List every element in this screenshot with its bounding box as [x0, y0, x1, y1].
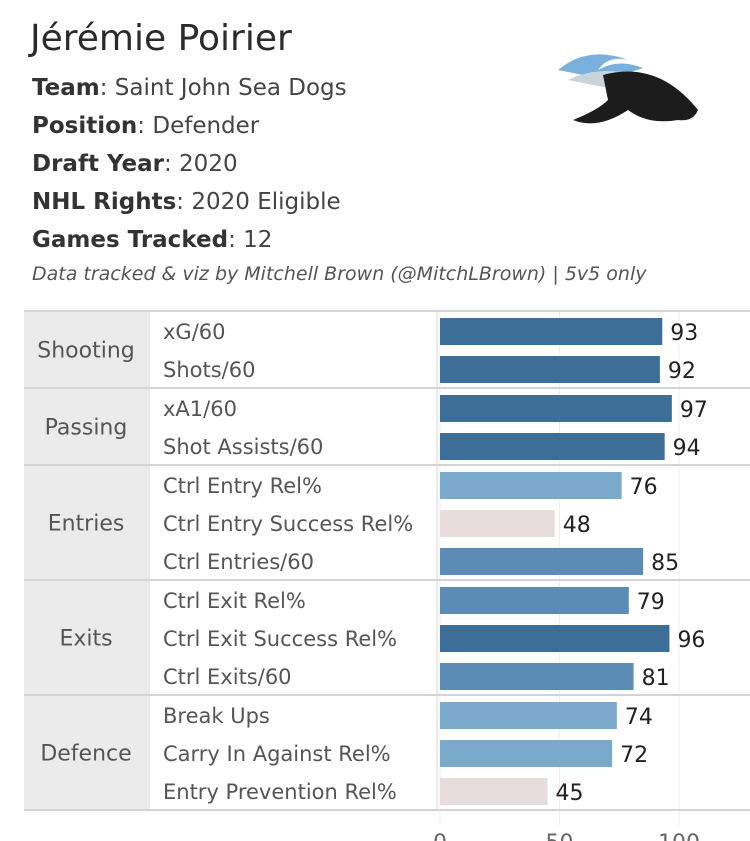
metric-label: Entry Prevention Rel% — [163, 780, 397, 804]
group-label-defence: Defence — [40, 742, 131, 767]
bar — [440, 625, 670, 652]
info-value: 2020 Eligible — [191, 189, 341, 215]
value-label: 81 — [642, 666, 670, 691]
bar — [440, 510, 555, 537]
bar — [440, 740, 613, 767]
info-draft-year: Draft Year: 2020 — [32, 151, 238, 177]
metric-label: Shots/60 — [163, 358, 255, 382]
value-label: 92 — [668, 359, 696, 384]
info-nhl-rights: NHL Rights: 2020 Eligible — [32, 189, 341, 215]
value-label: 76 — [630, 475, 658, 500]
metric-label: Ctrl Exit Rel% — [163, 589, 306, 613]
value-label: 79 — [637, 590, 665, 615]
metric-label: Ctrl Entries/60 — [163, 550, 314, 574]
value-label: 96 — [677, 628, 705, 653]
info-label: Team — [32, 75, 100, 101]
bar — [440, 702, 617, 729]
metric-label: Carry In Against Rel% — [163, 742, 391, 766]
info-value: Defender — [152, 113, 260, 139]
bar — [440, 548, 644, 575]
metric-label: Ctrl Exits/60 — [163, 665, 292, 689]
player-name: Jérémie Poirier — [30, 18, 292, 59]
value-label: 45 — [556, 781, 584, 806]
group-cell — [24, 466, 150, 579]
group-label-shooting: Shooting — [37, 339, 134, 364]
group-label-passing: Passing — [45, 416, 128, 441]
x-tick-label: 100 — [658, 831, 700, 841]
metric-label: Shot Assists/60 — [163, 435, 323, 459]
metric-label: xG/60 — [163, 320, 226, 344]
info-value: 2020 — [179, 151, 238, 177]
value-label: 85 — [651, 551, 679, 576]
value-label: 94 — [673, 436, 701, 461]
info-team: Team: Saint John Sea Dogs — [32, 75, 347, 101]
bar — [440, 433, 665, 460]
metric-label: Ctrl Entry Success Rel% — [163, 512, 413, 536]
bar — [440, 318, 663, 345]
value-label: 48 — [563, 513, 591, 538]
value-label: 74 — [625, 705, 653, 730]
info-games-tracked: Games Tracked: 12 — [32, 227, 273, 253]
metric-label: xA1/60 — [163, 397, 237, 421]
metric-label: Break Ups — [163, 704, 270, 728]
group-cell — [24, 312, 150, 387]
bar — [440, 472, 622, 499]
info-label: Games Tracked — [32, 227, 229, 253]
value-label: 72 — [620, 743, 648, 768]
bar — [440, 356, 660, 383]
x-tick-label: 50 — [546, 831, 574, 841]
info-label: Position — [32, 113, 138, 139]
info-value: 12 — [243, 227, 273, 253]
info-value: Saint John Sea Dogs — [114, 75, 347, 101]
bar — [440, 395, 672, 422]
bar — [440, 663, 634, 690]
bar — [440, 587, 629, 614]
bar — [440, 778, 548, 805]
value-label: 93 — [670, 321, 698, 346]
info-position: Position: Defender — [32, 113, 260, 139]
group-cell — [24, 389, 150, 464]
team-logo-icon — [558, 54, 698, 124]
group-label-entries: Entries — [48, 512, 125, 537]
info-label: Draft Year — [32, 151, 164, 177]
value-label: 97 — [680, 398, 708, 423]
group-label-exits: Exits — [59, 627, 112, 652]
metric-label: Ctrl Entry Rel% — [163, 474, 322, 498]
credit-line: Data tracked & viz by Mitchell Brown (@M… — [32, 263, 647, 285]
group-cell — [24, 696, 150, 809]
group-cell — [24, 581, 150, 694]
info-label: NHL Rights — [32, 189, 177, 215]
x-tick-label: 0 — [433, 831, 447, 841]
metric-label: Ctrl Exit Success Rel% — [163, 627, 397, 651]
